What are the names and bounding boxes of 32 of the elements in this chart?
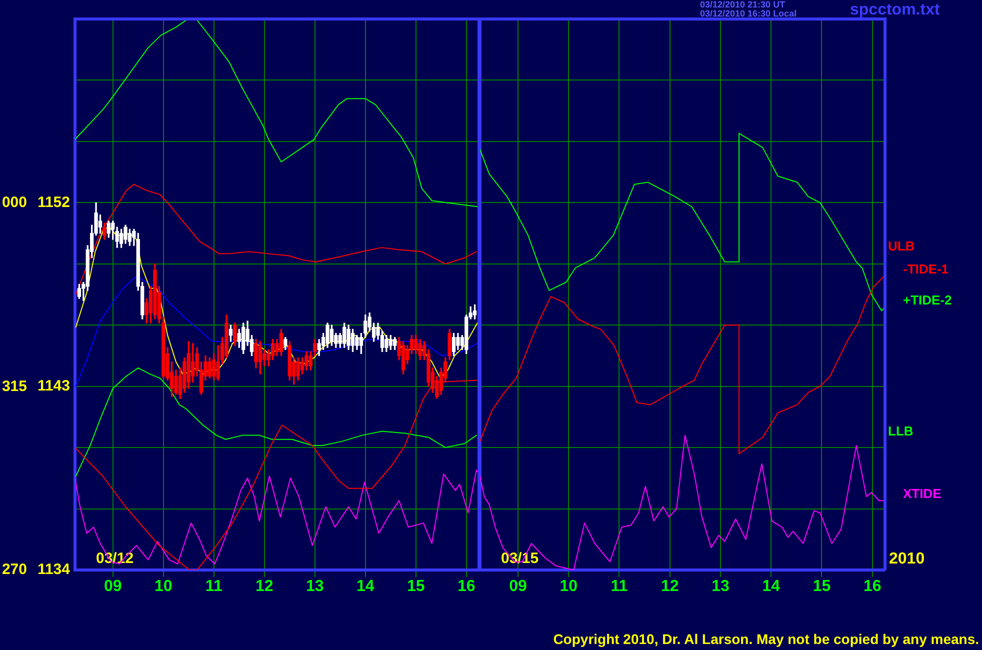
text: ULB (888, 238, 915, 254)
x-tick-label: 09 (104, 578, 122, 596)
x-tick-label: 14 (356, 578, 374, 596)
x-tick-label: 16 (863, 578, 882, 596)
text: 03/12/2010 16:30 Local (700, 8, 797, 18)
x-tick-label: 10 (560, 578, 578, 596)
x-tick-label: 11 (205, 578, 222, 596)
x-tick-label: 15 (406, 578, 425, 596)
y-tick-label: 1134 (37, 561, 71, 578)
x-tick-label: 15 (812, 578, 831, 596)
text: 270 (2, 561, 27, 578)
series-label: XTIDE (903, 486, 942, 502)
text: 2010 (889, 550, 925, 568)
text: 315 (2, 378, 27, 396)
text: Copyright 2010, Dr. Al Larson. May not be copied by any means. (553, 630, 979, 647)
text: LLB (888, 424, 914, 439)
x-tick-label: 09 (509, 578, 527, 596)
text: 000 (2, 194, 27, 212)
x-tick-label: 13 (306, 578, 324, 596)
x-tick-label: 10 (154, 578, 172, 596)
x-tick-label: 16 (457, 578, 476, 596)
x-tick-label: 14 (762, 578, 780, 596)
x-tick-label: 12 (660, 578, 679, 596)
text: 03/12/2010 21:30 UT (700, 0, 786, 10)
y-tick-label: 1152 (37, 194, 70, 211)
series-label: +TIDE-2 (903, 292, 952, 308)
y-tick-label: 1143 (37, 377, 70, 394)
x-tick-label: 12 (255, 578, 274, 596)
x-tick-label: 13 (712, 578, 730, 596)
series-label: -TIDE-1 (903, 262, 948, 277)
text: spcctom.txt (850, 1, 940, 18)
x-tick-label: 11 (610, 578, 628, 596)
